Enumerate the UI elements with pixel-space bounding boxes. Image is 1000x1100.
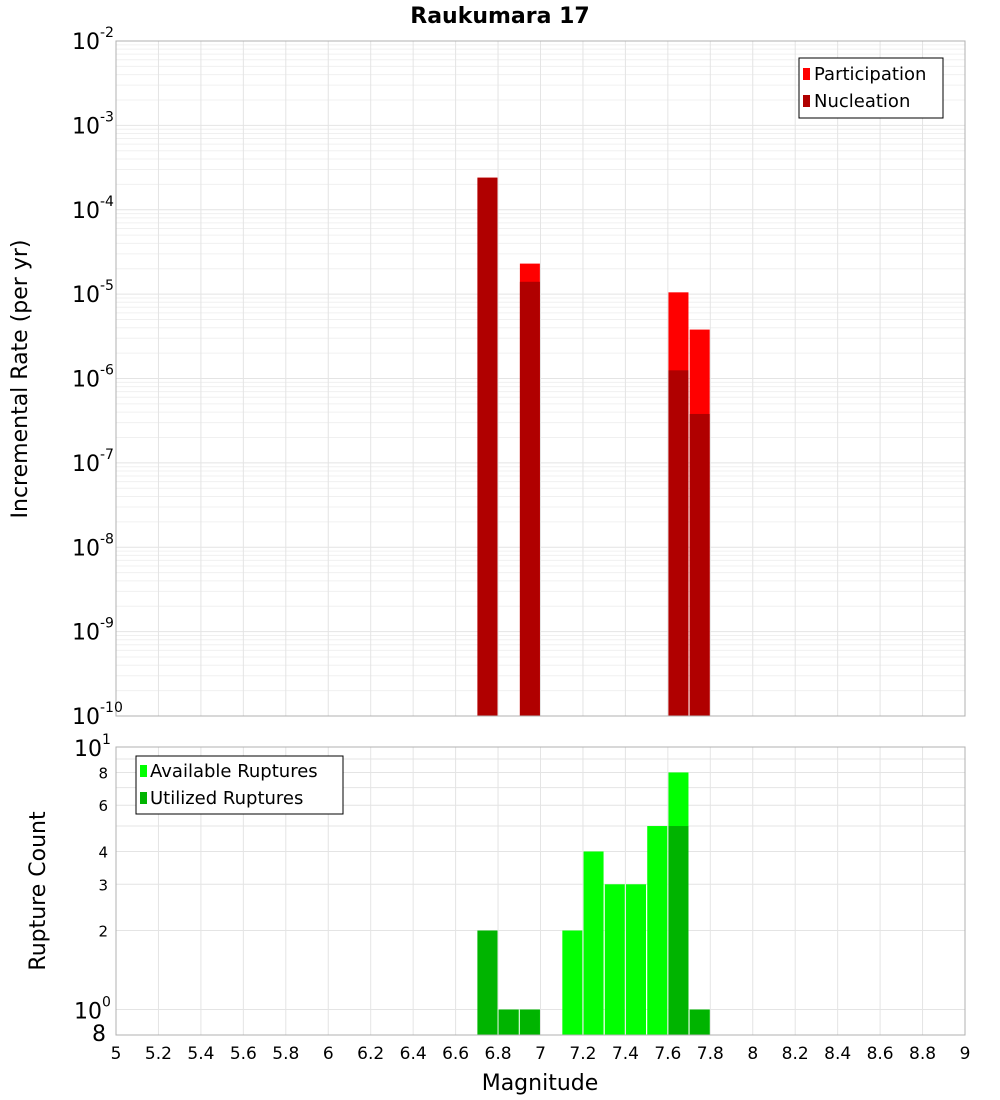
top-y-ticks: 10-2 10-3 10-4 10-5 10-6 10-7 10-8 10-9 10-10 xyxy=(72,25,123,730)
y-tick-label: 10-8 xyxy=(72,531,114,561)
utilized-ruptures-bar xyxy=(477,930,498,1035)
x-tick-label: 6 xyxy=(323,1044,334,1064)
utilized-ruptures-bar xyxy=(519,1009,540,1035)
y-tick-label: 100 xyxy=(74,995,111,1025)
bottom-legend: Available Ruptures Utilized Ruptures xyxy=(135,755,344,815)
available-ruptures-bar xyxy=(583,851,604,1035)
x-tick-label: 5 xyxy=(111,1044,122,1064)
nucleation-bar xyxy=(689,413,710,716)
nucleation-bar xyxy=(477,177,498,716)
y-tick-label: 101 xyxy=(74,732,111,762)
x-tick-label: 7.2 xyxy=(569,1044,596,1064)
y-tick-label: 10-2 xyxy=(72,25,114,55)
legend-label-utilized: Utilized Ruptures xyxy=(150,788,303,809)
bottom-plot-frame xyxy=(115,746,966,1036)
legend-label-nucleation: Nucleation xyxy=(814,91,910,112)
x-tick-label: 5.8 xyxy=(272,1044,299,1064)
top-y-axis-label: Incremental Rate (per yr) xyxy=(8,240,33,519)
x-axis-label: Magnitude xyxy=(482,1071,599,1096)
x-tick-label: 9 xyxy=(960,1044,971,1064)
available-ruptures-bar xyxy=(626,884,647,1035)
bottom-grid xyxy=(115,747,966,1035)
utilized-ruptures-bar xyxy=(689,1009,710,1035)
nucleation-bar xyxy=(668,370,689,716)
available-ruptures-bar xyxy=(562,930,583,1035)
chart-title: Raukumara 17 xyxy=(410,4,589,29)
x-tick-label: 6.4 xyxy=(400,1044,427,1064)
bottom-legend-box xyxy=(135,755,344,815)
y-tick-label: 2 xyxy=(98,923,108,941)
legend-label-participation: Participation xyxy=(814,64,926,85)
y-tick-label: 10-9 xyxy=(72,616,114,646)
x-tick-label: 7.8 xyxy=(697,1044,724,1064)
y-tick-label: 8 xyxy=(98,764,108,782)
y-tick-label: 10-4 xyxy=(72,194,114,224)
x-tick-label: 8.8 xyxy=(909,1044,936,1064)
utilized-ruptures-bar xyxy=(668,826,689,1035)
y-tick-label: 8 xyxy=(92,1022,106,1047)
x-tick-label: 7 xyxy=(535,1044,546,1064)
x-tick-label: 5.4 xyxy=(187,1044,214,1064)
legend-label-available: Available Ruptures xyxy=(150,761,318,782)
available-ruptures-bar xyxy=(647,826,668,1035)
legend-swatch-participation xyxy=(803,68,810,80)
top-plot-frame xyxy=(115,40,966,717)
y-tick-label: 3 xyxy=(98,876,108,894)
legend-swatch-nucleation xyxy=(803,95,810,107)
x-tick-label: 6.2 xyxy=(357,1044,384,1064)
utilized-ruptures-bar xyxy=(498,1009,519,1035)
legend-swatch-utilized xyxy=(140,792,147,804)
y-tick-label: 10-6 xyxy=(72,363,114,393)
x-tick-label: 5.2 xyxy=(145,1044,172,1064)
x-tick-label: 5.6 xyxy=(230,1044,257,1064)
x-tick-labels: 5 5.2 5.4 5.6 5.8 6 6.2 6.4 6.6 6.8 7 7.2 7.4 7.6 7.8 8… xyxy=(111,1044,971,1064)
x-tick-label: 8 xyxy=(747,1044,758,1064)
y-tick-label: 10-5 xyxy=(72,278,114,308)
bottom-y-axis-label: Rupture Count xyxy=(26,811,51,971)
nucleation-bar xyxy=(519,281,540,716)
top-legend: Participation Nucleation xyxy=(798,57,944,119)
y-tick-label: 10-10 xyxy=(72,700,123,730)
x-tick-label: 7.4 xyxy=(612,1044,639,1064)
x-tick-label: 7.6 xyxy=(654,1044,681,1064)
x-tick-label: 8.4 xyxy=(824,1044,851,1064)
available-ruptures-bar xyxy=(604,884,625,1035)
x-tick-label: 8.6 xyxy=(867,1044,894,1064)
legend-swatch-available xyxy=(140,765,147,777)
y-tick-label: 10-3 xyxy=(72,109,114,139)
y-tick-label: 10-7 xyxy=(72,447,114,477)
y-tick-label: 6 xyxy=(98,797,108,815)
x-tick-label: 6.8 xyxy=(485,1044,512,1064)
bottom-bars xyxy=(477,772,710,1035)
top-legend-box xyxy=(798,57,944,119)
y-tick-label: 4 xyxy=(98,843,108,861)
top-bars xyxy=(477,177,710,716)
x-tick-label: 8.2 xyxy=(782,1044,809,1064)
x-tick-label: 6.6 xyxy=(442,1044,469,1064)
top-grid xyxy=(115,41,966,717)
